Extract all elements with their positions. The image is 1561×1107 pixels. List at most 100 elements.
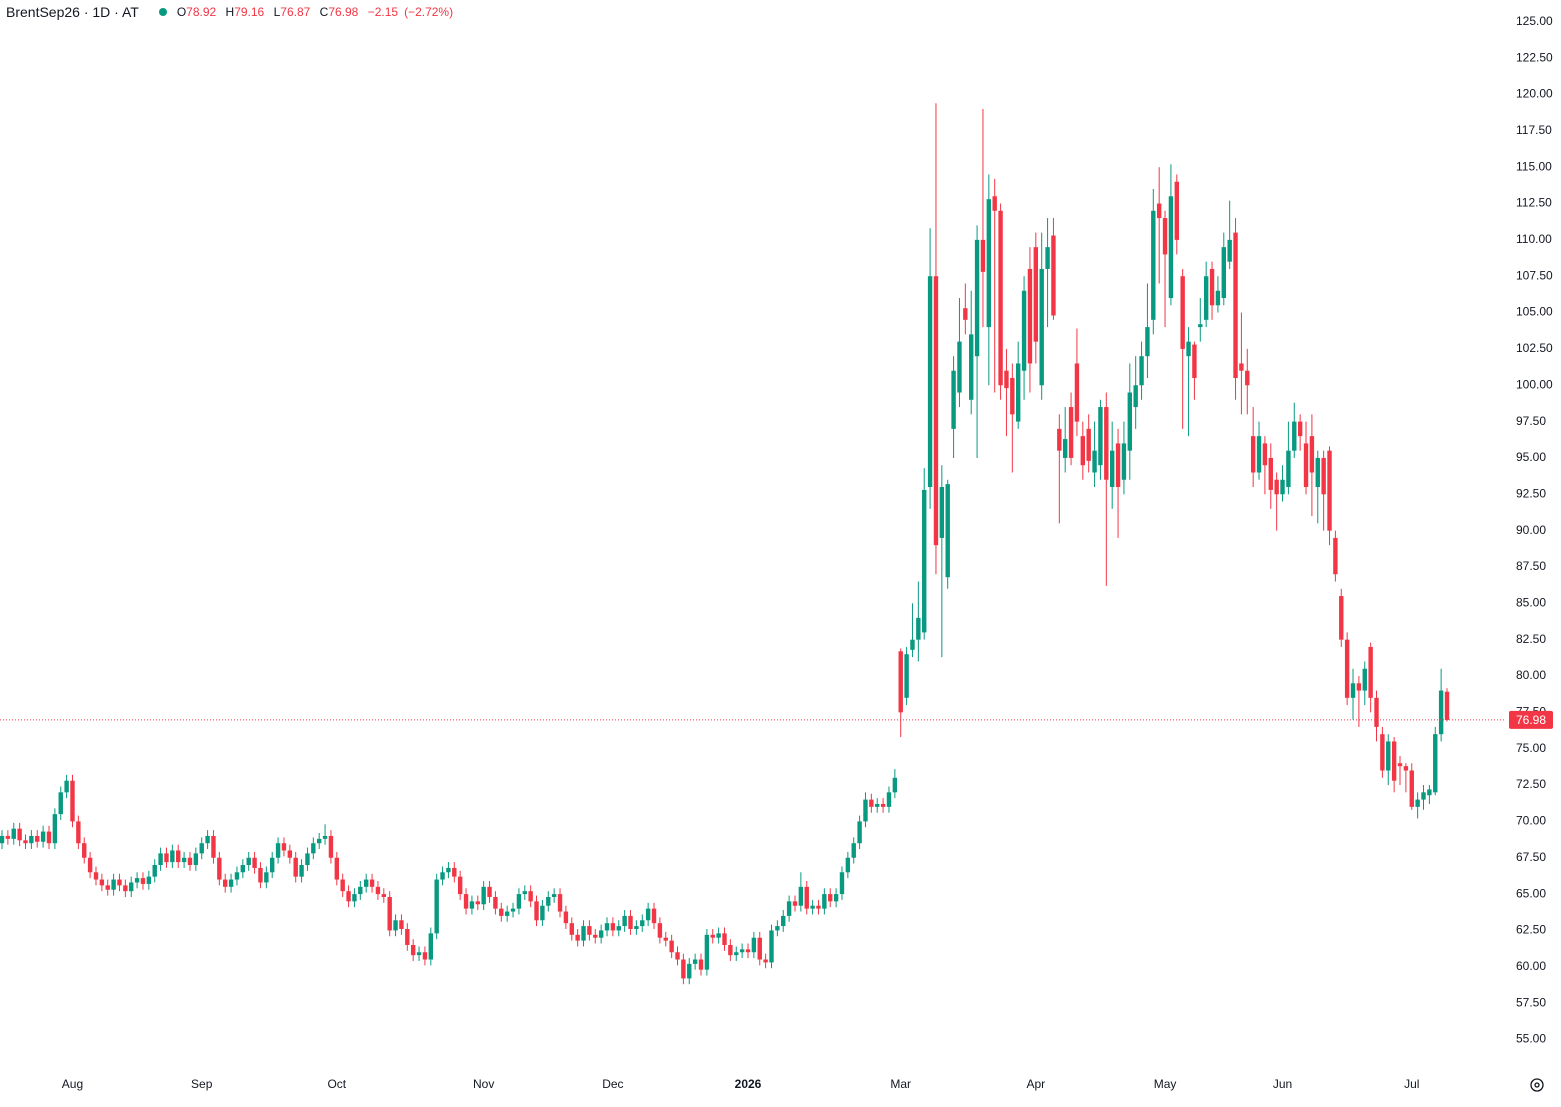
candle-body — [516, 894, 522, 909]
candle-body — [369, 879, 375, 887]
candle-body — [287, 850, 293, 858]
candle-body — [604, 923, 610, 931]
candle-body — [1286, 450, 1291, 488]
candle-body — [1180, 276, 1185, 349]
low-value: 76.87 — [280, 5, 311, 19]
y-tick-label: 115.00 — [1516, 159, 1552, 173]
candle-body — [311, 843, 316, 854]
candle-body — [1198, 324, 1203, 328]
candle-body — [510, 908, 516, 912]
candle-body — [469, 901, 475, 909]
candle-body — [281, 843, 287, 851]
candle-body — [657, 923, 663, 938]
candle-body — [58, 792, 63, 815]
candle-body — [698, 959, 704, 970]
candle-body — [493, 896, 498, 909]
y-tick-label: 112.50 — [1516, 196, 1552, 210]
candle-body — [211, 835, 216, 858]
x-tick-label: Jun — [1273, 1077, 1292, 1091]
candle-body — [1127, 392, 1133, 451]
close-value: 76.98 — [328, 5, 359, 19]
candle-body — [640, 920, 645, 927]
candle-body — [422, 952, 428, 960]
settings-ring — [1530, 1078, 1544, 1092]
candle-body — [1098, 407, 1103, 466]
candle-body — [1145, 327, 1150, 357]
candle-body — [322, 835, 328, 839]
candle-body — [152, 865, 157, 877]
candle-body — [610, 923, 616, 931]
candle-body — [1004, 370, 1009, 389]
candle-body — [305, 853, 310, 866]
candle-body — [540, 905, 545, 921]
candle-body — [328, 835, 334, 858]
candle-body — [416, 952, 422, 956]
x-tick-label: Jul — [1404, 1077, 1419, 1091]
candle-body — [734, 952, 739, 956]
candle-body — [134, 878, 140, 883]
candle-body — [1104, 407, 1109, 480]
candle-body — [581, 926, 586, 941]
candle-body — [534, 901, 539, 921]
candle-body — [434, 879, 439, 934]
candle-body — [910, 639, 915, 650]
candle-body — [1309, 436, 1315, 473]
candle-body — [1409, 770, 1414, 807]
candle-body — [481, 886, 486, 905]
candle-body — [399, 920, 404, 929]
candle-body — [880, 803, 886, 807]
candle-body — [963, 308, 968, 320]
candle-body — [1168, 196, 1174, 299]
candle-body — [375, 886, 381, 895]
candle-body — [258, 867, 263, 883]
candle-body — [1162, 218, 1168, 255]
candle-body — [1280, 479, 1285, 495]
candle-body — [76, 821, 81, 844]
y-tick-label: 120.00 — [1516, 87, 1553, 101]
candle-body — [275, 843, 281, 858]
candle-body — [1227, 239, 1232, 262]
candle-body — [634, 926, 639, 929]
y-tick-label: 107.50 — [1516, 268, 1553, 282]
x-tick-label: Apr — [1026, 1077, 1045, 1091]
candle-body — [475, 901, 480, 905]
candle-body — [857, 821, 862, 844]
candle-body — [1156, 203, 1162, 219]
candle-body — [1262, 443, 1268, 466]
high-key: H — [225, 5, 235, 19]
candle-body — [334, 857, 340, 880]
candle-body — [645, 908, 651, 921]
y-tick-label: 82.50 — [1516, 632, 1546, 646]
settings-icon[interactable] — [1530, 1078, 1544, 1092]
candle-body — [1080, 436, 1086, 466]
candle-body — [1391, 741, 1397, 781]
symbol[interactable]: BrentSep26 · 1D · AT — [6, 4, 139, 20]
candle-body — [1068, 407, 1074, 458]
y-tick-label: 125.00 — [1516, 14, 1553, 28]
candle-body — [1074, 363, 1080, 422]
candle-body — [5, 835, 11, 839]
candle-body — [687, 963, 692, 979]
candle-body — [875, 803, 880, 807]
y-tick-label: 102.50 — [1516, 341, 1553, 355]
candle-body — [986, 199, 992, 328]
candle-body — [164, 853, 169, 863]
candle-body — [722, 933, 727, 945]
candle-body — [1186, 341, 1191, 357]
candle-body — [692, 959, 698, 964]
y-tick-label: 57.50 — [1516, 995, 1546, 1009]
candle-body — [1151, 210, 1156, 320]
candle-body — [393, 920, 398, 931]
candle-body — [628, 915, 633, 929]
x-tick-label: Oct — [327, 1077, 346, 1091]
candle-body — [1368, 646, 1373, 698]
candle-body — [816, 905, 821, 909]
candle-body — [1121, 443, 1127, 480]
candle-body — [1438, 690, 1444, 735]
candle-body — [234, 872, 240, 880]
x-tick-label: Aug — [62, 1077, 83, 1091]
candle-body — [1397, 763, 1403, 767]
candle-body — [681, 959, 686, 979]
candle-body — [1139, 356, 1144, 386]
candle-body — [886, 792, 892, 807]
